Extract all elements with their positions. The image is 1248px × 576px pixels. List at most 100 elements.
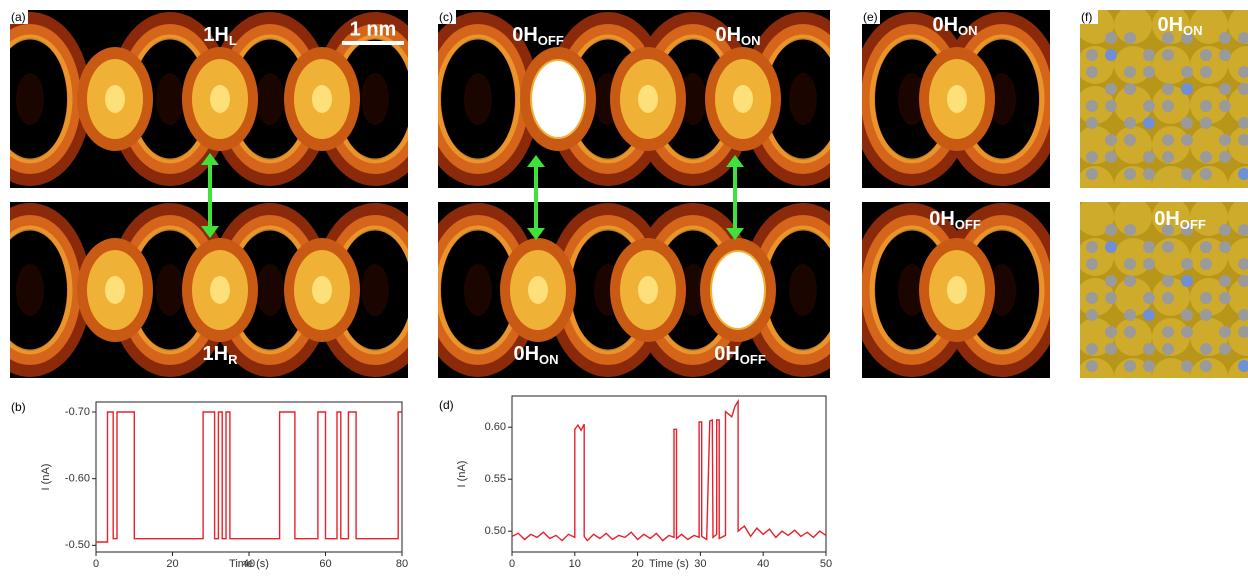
image-label: 1HL: [203, 24, 237, 48]
molecule-atom: [1181, 83, 1193, 95]
molecule-atom: [1181, 360, 1193, 372]
molecule-atom: [1162, 134, 1174, 146]
x-tick-label: 20: [166, 558, 178, 570]
data-line: [511, 398, 827, 542]
substrate-atom: [1080, 202, 1114, 236]
y-tick-label: -0.50: [65, 539, 90, 551]
lobe-center: [210, 85, 230, 113]
molecule-atom: [1181, 258, 1193, 270]
molecule-atom: [1200, 117, 1212, 129]
panel-label-bg: [438, 10, 456, 24]
molecule-atom: [1124, 117, 1136, 129]
molecule-atom: [1143, 343, 1155, 355]
molecule-atom: [1181, 168, 1193, 180]
substrate-atom: [1190, 202, 1228, 236]
ring-inner: [10, 225, 73, 355]
image-label: 0HON: [513, 343, 558, 367]
molecule-atom: [1105, 100, 1117, 112]
molecule-atom: [1219, 326, 1231, 338]
molecule-atom: [1105, 83, 1117, 95]
arrow-head: [201, 226, 219, 238]
substrate-atom: [1190, 46, 1228, 84]
molecule-atom: [1238, 326, 1248, 338]
hole: [988, 264, 1016, 316]
molecule-atom: [1086, 258, 1098, 270]
molecule-atom: [1143, 151, 1155, 163]
molecule-atom: [1162, 292, 1174, 304]
panel-label: (f): [1081, 10, 1092, 24]
molecule-atom: [1200, 292, 1212, 304]
hole: [256, 73, 284, 125]
stm-image: [862, 202, 1050, 378]
hole: [898, 264, 926, 316]
substrate-atom: [1152, 202, 1190, 236]
panel-label-bg: [1080, 10, 1098, 24]
arrow-head: [527, 155, 545, 167]
molecule-atom: [1124, 326, 1136, 338]
arrow-head: [726, 228, 744, 240]
substrate-atom: [1114, 202, 1152, 236]
molecule-atom: [1162, 241, 1174, 253]
molecule-atom: [1200, 309, 1212, 321]
hole: [156, 73, 184, 125]
substrate-atom: [1152, 46, 1190, 84]
molecule-atom: [1162, 49, 1174, 61]
molecule-atom: [1162, 224, 1174, 236]
molecule-atom: [1200, 360, 1212, 372]
molecule-atom: [1143, 258, 1155, 270]
label-main: 0H: [715, 24, 741, 46]
molecule-atom: [1238, 168, 1248, 180]
molecule-atom: [1219, 83, 1231, 95]
molecule-atom: [1105, 32, 1117, 44]
x-tick-label: 0: [509, 558, 515, 570]
molecule-atom: [1162, 275, 1174, 287]
label-main: 0H: [512, 24, 538, 46]
stm-image: [438, 10, 830, 188]
lobe-center: [312, 85, 332, 113]
image-label: 0HOFF: [714, 343, 766, 367]
substrate-atom: [1114, 86, 1152, 124]
arrow-head: [527, 228, 545, 240]
x-tick-label: 30: [694, 558, 706, 570]
label-sub: L: [229, 33, 237, 48]
molecule-atom: [1181, 275, 1193, 287]
molecule-atom: [1238, 258, 1248, 270]
molecule-atom: [1086, 360, 1098, 372]
x-axis-label: Time (s): [649, 558, 689, 570]
image-label: 0HOFF: [512, 24, 564, 48]
molecule-atom: [1086, 151, 1098, 163]
substrate-atom: [1114, 278, 1152, 316]
molecule-atom: [1105, 134, 1117, 146]
x-tick-label: 0: [93, 558, 99, 570]
molecule-atom: [1238, 360, 1248, 372]
molecule-atom: [1124, 32, 1136, 44]
molecule-atom: [1181, 66, 1193, 78]
molecule-atom: [1143, 241, 1155, 253]
molecule-atom: [1238, 275, 1248, 287]
arrow-head: [726, 155, 744, 167]
molecule-atom: [1162, 343, 1174, 355]
substrate-atom: [1190, 238, 1228, 276]
model-image: [1080, 202, 1248, 378]
molecule-atom: [1200, 100, 1212, 112]
lobe-center: [105, 276, 125, 304]
substrate-atom: [1152, 166, 1190, 188]
lobe-center: [312, 276, 332, 304]
stm-image: [438, 202, 830, 378]
substrate-atom: [1190, 318, 1228, 356]
hole: [156, 264, 184, 316]
scale-bar: [342, 41, 404, 45]
hole: [16, 264, 44, 316]
hole: [679, 264, 707, 316]
scale-bar-label: 1 nm: [350, 18, 397, 40]
molecule-atom: [1219, 292, 1231, 304]
x-tick-label: 60: [319, 558, 331, 570]
molecule-atom: [1200, 343, 1212, 355]
ring: [10, 215, 81, 365]
lobe-center: [947, 276, 967, 304]
molecule-atom: [1124, 66, 1136, 78]
lobe-center: [638, 276, 658, 304]
molecule-atom: [1105, 49, 1117, 61]
stm-image: [10, 202, 408, 378]
data-line: [96, 411, 402, 543]
